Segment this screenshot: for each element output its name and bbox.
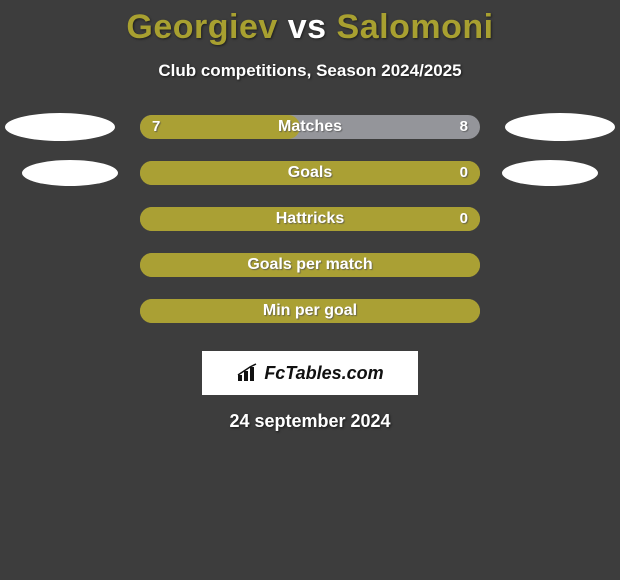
left-ellipse — [5, 113, 115, 141]
date-label: 24 september 2024 — [0, 411, 620, 432]
right-ellipse — [505, 113, 615, 141]
vs-separator: vs — [288, 8, 327, 46]
logo: FcTables.com — [236, 363, 383, 384]
subtitle: Club competitions, Season 2024/2025 — [0, 61, 620, 81]
stat-bar — [140, 207, 480, 231]
comparison-title: Georgiev vs Salomoni — [0, 0, 620, 47]
stat-right-value: 0 — [460, 207, 468, 231]
stats-rows: Matches78Goals0Hattricks0Goals per match… — [0, 115, 620, 345]
player1-name: Georgiev — [126, 8, 277, 46]
stat-bar-fill — [140, 161, 480, 185]
stat-row: Goals0 — [0, 161, 620, 207]
logo-text: FcTables.com — [264, 363, 383, 384]
stat-right-value: 8 — [460, 115, 468, 139]
stat-bar-fill — [140, 207, 480, 231]
left-ellipse — [22, 160, 118, 186]
logo-box: FcTables.com — [202, 351, 418, 395]
stat-bar-fill — [140, 299, 480, 323]
stat-bar — [140, 161, 480, 185]
stat-row: Min per goal — [0, 299, 620, 345]
stat-bar — [140, 299, 480, 323]
player2-name: Salomoni — [337, 8, 494, 46]
stat-row: Hattricks0 — [0, 207, 620, 253]
stat-right-value: 0 — [460, 161, 468, 185]
stat-row: Matches78 — [0, 115, 620, 161]
stat-bar — [140, 115, 480, 139]
stat-bar — [140, 253, 480, 277]
stat-row: Goals per match — [0, 253, 620, 299]
stat-bar-fill — [140, 253, 480, 277]
right-ellipse — [502, 160, 598, 186]
barchart-icon — [236, 363, 260, 383]
stat-left-value: 7 — [152, 115, 160, 139]
stat-bar-fill — [140, 115, 300, 139]
